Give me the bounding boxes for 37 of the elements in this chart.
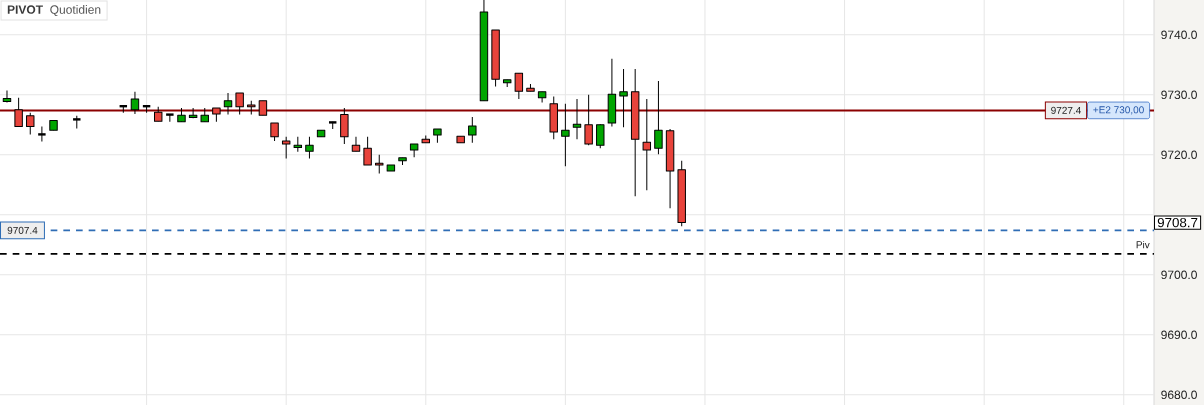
candlestick <box>2 90 12 104</box>
candlestick <box>305 136 314 159</box>
annotation: +E2 730,00 <box>1093 106 1144 115</box>
candlestick <box>36 126 47 143</box>
candlestick <box>130 91 140 115</box>
candlestick <box>351 136 361 152</box>
y-tick-label: 9700.0 <box>1161 270 1197 280</box>
candlestick <box>235 92 244 116</box>
candlestick <box>14 97 23 128</box>
candlestick <box>26 112 35 135</box>
candlestick <box>596 123 605 149</box>
candlestick <box>281 136 291 159</box>
y-tick-label: 9740.0 <box>1161 30 1197 40</box>
y-tick-label: 9730.0 <box>1161 90 1197 100</box>
text: 9708.7 <box>1157 217 1198 228</box>
y-tick-label: 9720.0 <box>1161 150 1197 160</box>
candlestick <box>619 68 628 128</box>
candlestick <box>514 72 524 100</box>
y-tick-label: 9680.0 <box>1161 390 1197 400</box>
ref-line-label: 9707.4 <box>7 226 38 234</box>
candlestick <box>537 91 547 104</box>
candlestick <box>468 116 477 144</box>
candlestick <box>642 98 652 191</box>
candlestick <box>340 107 349 145</box>
y-tick-label: 9690.0 <box>1161 330 1197 340</box>
ref-line-label: 9727.4 <box>1051 106 1081 114</box>
candlestick <box>223 92 233 116</box>
candlestick <box>363 136 372 166</box>
chart-title: PIVOT <box>7 5 43 14</box>
candlestick <box>409 143 419 158</box>
chart-subtitle: Quotidien <box>50 5 101 16</box>
ref-line-label: Piv <box>1136 240 1150 249</box>
candlestick <box>375 154 384 174</box>
candlestick <box>561 103 570 167</box>
candlestick <box>584 94 593 146</box>
candlestick <box>572 98 582 140</box>
candlestick <box>654 80 663 155</box>
